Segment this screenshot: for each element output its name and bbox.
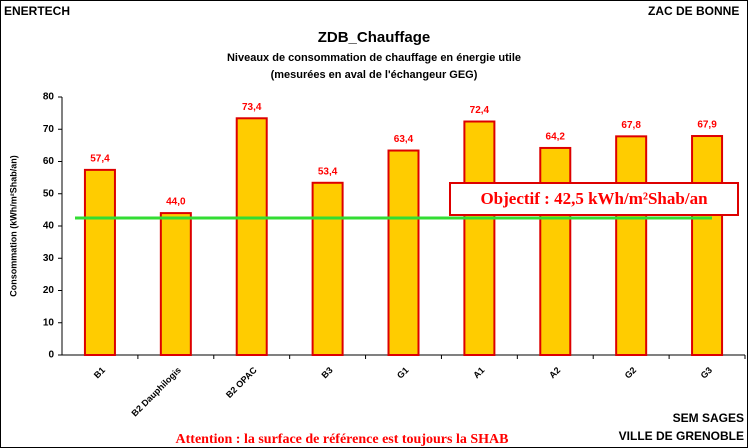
value-label: 73,4 <box>242 102 262 113</box>
y-tick-label: 60 <box>43 156 55 167</box>
y-tick-label: 30 <box>43 253 55 264</box>
footer-right: VILLE DE GRENOBLE <box>619 429 744 443</box>
bar <box>691 135 724 356</box>
bar <box>235 117 268 356</box>
bar <box>311 181 344 356</box>
y-tick-label: 80 <box>43 92 55 103</box>
y-tick-label: 50 <box>43 188 55 199</box>
value-label: 63,4 <box>394 134 414 145</box>
target-label: Objectif : 42,5 kWh/m²Shab/an <box>480 189 708 208</box>
footer-right: SEM SAGES <box>673 411 744 425</box>
y-axis-label: Consommation (kWh/m²Shab/an) <box>8 155 18 297</box>
value-label: 44,0 <box>166 197 186 208</box>
corner-left: ENERTECH <box>4 4 70 18</box>
y-tick-label: 20 <box>43 285 55 296</box>
value-label: 67,8 <box>621 120 641 131</box>
chart-title: ZDB_Chauffage <box>318 29 431 46</box>
bar <box>83 168 116 356</box>
bar <box>463 120 496 357</box>
target-box <box>449 182 739 216</box>
bar <box>387 149 420 356</box>
bar <box>539 146 572 356</box>
corner-right: ZAC DE BONNE <box>648 4 739 18</box>
value-label: 67,9 <box>697 120 717 131</box>
y-tick-label: 40 <box>43 221 55 232</box>
bar <box>615 135 648 356</box>
y-tick-label: 10 <box>43 317 55 328</box>
value-label: 53,4 <box>318 166 338 177</box>
value-label: 64,2 <box>546 132 566 143</box>
subtitle: (mesurées en aval de l'échangeur GEG) <box>271 69 478 81</box>
value-label: 72,4 <box>470 105 490 116</box>
value-label: 57,4 <box>90 154 110 165</box>
footer-note: Attention : la surface de référence est … <box>176 432 509 447</box>
bar <box>159 212 192 356</box>
subtitle: Niveaux de consommation de chauffage en … <box>227 52 521 64</box>
y-tick-label: 70 <box>43 124 55 135</box>
y-tick-label: 0 <box>48 350 54 361</box>
